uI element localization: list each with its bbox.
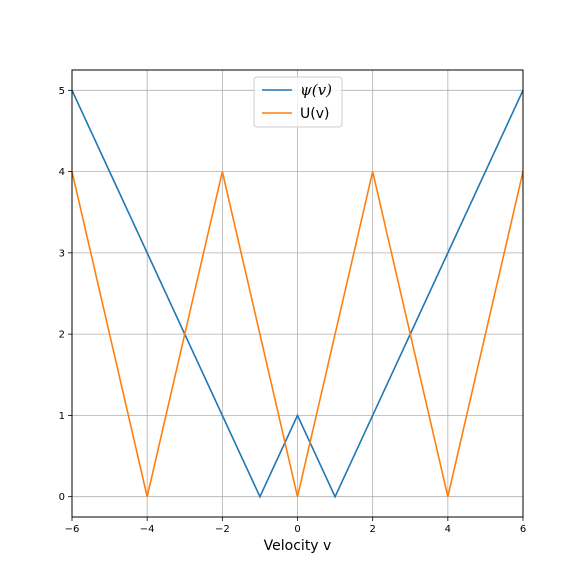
x-tick-label: −2: [215, 524, 230, 535]
y-tick-label: 1: [59, 411, 65, 422]
series-line-psi: [71, 89, 524, 499]
y-tick-label: 3: [59, 248, 65, 259]
y-tick-label: 5: [59, 86, 65, 97]
x-axis-label: Velocity v: [264, 538, 332, 554]
x-tick-label: 4: [445, 524, 451, 535]
y-tick-label: 2: [59, 330, 65, 341]
series-line-u: [71, 171, 524, 497]
x-tick-label: 0: [294, 524, 300, 535]
legend: ψ(v) U(v): [253, 76, 343, 128]
ticks: −6 −4 −2 0 2 4 6 0 1 2 3 4 5: [59, 86, 527, 535]
series-layer: [71, 89, 524, 499]
x-tick-label: 2: [369, 524, 375, 535]
grid: [71, 70, 524, 517]
x-tick-label: −4: [140, 524, 155, 535]
legend-label-psi: ψ(v): [300, 81, 332, 99]
x-tick-label: −6: [65, 524, 80, 535]
x-tick-label: 6: [520, 524, 526, 535]
legend-label-u: U(v): [300, 106, 329, 122]
y-tick-label: 4: [59, 167, 65, 178]
y-tick-label: 0: [59, 492, 65, 503]
